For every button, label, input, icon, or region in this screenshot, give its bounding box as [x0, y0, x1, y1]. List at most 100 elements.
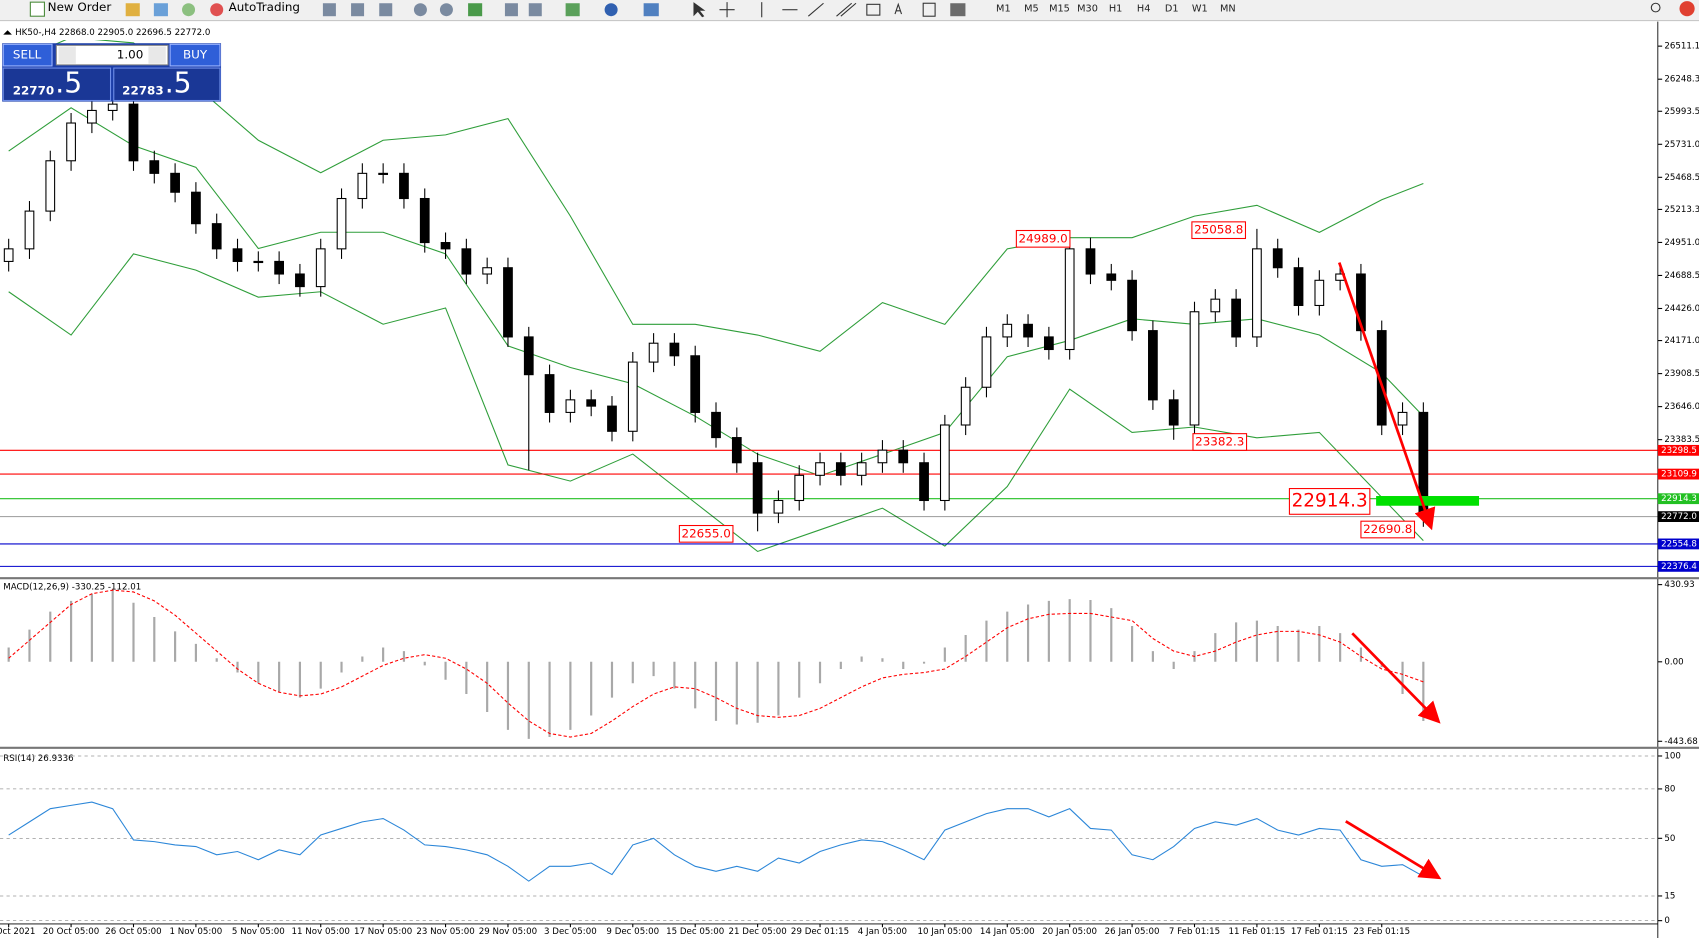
timeframe-button[interactable]: M1: [996, 4, 1011, 15]
timeframe-button[interactable]: H1: [1109, 4, 1123, 15]
price-level-box: [1657, 511, 1699, 522]
bollinger-middle: [8, 107, 1424, 477]
one-click-trading: SELL 1.00 BUY 22770 .5 22783 .5: [2, 43, 222, 102]
timeframe-button[interactable]: MN: [1220, 4, 1236, 15]
volume-down[interactable]: [58, 46, 76, 64]
new-order-icon[interactable]: [29, 1, 45, 17]
autotrading-icon[interactable]: [210, 3, 224, 17]
new-order-button[interactable]: New Order: [48, 0, 112, 14]
symbol-marker: [3, 30, 12, 35]
cursor-tool[interactable]: [693, 2, 706, 18]
tool-icon[interactable]: [351, 3, 365, 17]
tool-icon[interactable]: [322, 3, 336, 17]
trend-arrow: [1345, 820, 1442, 880]
tool-icon[interactable]: [504, 3, 518, 17]
timeframe-button[interactable]: W1: [1192, 4, 1208, 15]
notification-icon[interactable]: [1679, 1, 1695, 17]
price-annotation-box: [1288, 488, 1371, 515]
periods-icon[interactable]: [604, 3, 618, 17]
candle-body: [66, 122, 76, 162]
text-tool[interactable]: [894, 2, 903, 15]
toolbar-icon[interactable]: [153, 3, 168, 17]
buy-price-box[interactable]: [113, 67, 221, 102]
axes: 26511.1 26248.3 25993.5 25731.0 25468.5 25213…: [0, 42, 1699, 937]
candle-body: [45, 160, 56, 212]
y-tick-label: 24951.0: [1664, 238, 1699, 248]
bollinger-upper: [8, 39, 1424, 352]
buy-button[interactable]: [169, 43, 221, 67]
x-tick-label: 23 Feb 01:15: [1353, 927, 1410, 937]
price-annotation: 22690.8: [1363, 522, 1412, 536]
autotrading-button[interactable]: AutoTrading: [229, 0, 300, 14]
macd-signal: [8, 589, 1424, 738]
price-annotation: 25058.8: [1194, 223, 1243, 237]
toolbar-icon[interactable]: [182, 3, 196, 17]
candle-body: [1314, 279, 1325, 307]
candle-body: [1231, 298, 1241, 338]
candle-body: [128, 103, 139, 162]
tool-icon[interactable]: [468, 3, 483, 17]
x-tick-label: 26 Jan 05:00: [1105, 927, 1160, 937]
timeframe-button[interactable]: M15: [1049, 4, 1070, 15]
channel-tool[interactable]: [836, 2, 857, 17]
candle-body: [1189, 311, 1200, 426]
candle-body: [1023, 323, 1033, 338]
annotations: 24989.0 25058.8 23382.3 22655.0 22914.3 22690…: [678, 221, 1416, 543]
timeframe-button[interactable]: M30: [1077, 4, 1098, 15]
price-level-box: [1657, 444, 1699, 456]
candle-body: [461, 248, 472, 275]
candle-body: [1085, 248, 1096, 275]
toolbar-icon[interactable]: [125, 3, 140, 17]
candle-body: [87, 109, 97, 124]
trendline-tool[interactable]: [807, 2, 824, 17]
candle-body: [1106, 273, 1117, 281]
buy-price-main: 22783: [122, 83, 163, 97]
zoom-out[interactable]: [439, 3, 453, 17]
candle-body: [815, 462, 825, 476]
x-tick-label: 23 Nov 05:00: [416, 927, 474, 937]
candle-body: [232, 248, 243, 262]
candle-body: [669, 342, 680, 357]
candle-body: [794, 474, 805, 502]
x-tick-label: 29 Dec 01:15: [791, 927, 849, 937]
price-annotation-box: [1191, 221, 1247, 240]
volume-input[interactable]: [55, 44, 169, 66]
arrows-tool[interactable]: [950, 3, 966, 17]
timeframe-button[interactable]: D1: [1165, 4, 1179, 15]
trend-arrow: [1337, 262, 1436, 531]
candle-body: [752, 462, 763, 514]
sell-button[interactable]: [2, 43, 53, 67]
search-icon[interactable]: [1650, 2, 1661, 13]
y-tick-label: 26248.3: [1664, 75, 1699, 85]
buy-label: BUY: [183, 48, 208, 62]
tool-icon[interactable]: [528, 3, 542, 17]
label-tool[interactable]: [922, 2, 936, 17]
sell-price-point: .5: [55, 66, 82, 99]
price-level-label: 22376.4: [1661, 562, 1697, 572]
crosshair-tool[interactable]: [719, 2, 735, 18]
fibo-tool[interactable]: [866, 3, 881, 16]
zoom-in[interactable]: [413, 3, 427, 17]
x-tick-label: 4 Jan 05:00: [858, 927, 907, 937]
indicators-icon[interactable]: [565, 3, 580, 17]
volume-up[interactable]: [148, 46, 166, 64]
timeframe-button[interactable]: H4: [1137, 4, 1151, 15]
timeframe-button[interactable]: M5: [1024, 4, 1039, 15]
y-tick-label: 50: [1664, 834, 1675, 844]
candle-body: [731, 437, 742, 464]
y-tick-label: 24688.5: [1664, 271, 1699, 281]
toolbar-tools: [322, 2, 966, 18]
candle-body: [919, 462, 929, 502]
templates-icon[interactable]: [643, 3, 659, 17]
y-tick-label: 25213.3: [1664, 205, 1699, 215]
candle-body: [1210, 298, 1221, 313]
candle-body: [336, 197, 347, 250]
sell-price-box[interactable]: [2, 67, 112, 102]
tool-icon[interactable]: [379, 3, 393, 17]
price-annotation: 23382.3: [1195, 434, 1244, 448]
y-tick-label: 24171.0: [1664, 336, 1699, 346]
candle-body: [877, 449, 888, 464]
price-annotation-box: [1192, 433, 1248, 451]
x-tick-label: 7 Feb 01:15: [1169, 927, 1220, 937]
x-tick-label: 14 Jan 05:00: [980, 927, 1035, 937]
